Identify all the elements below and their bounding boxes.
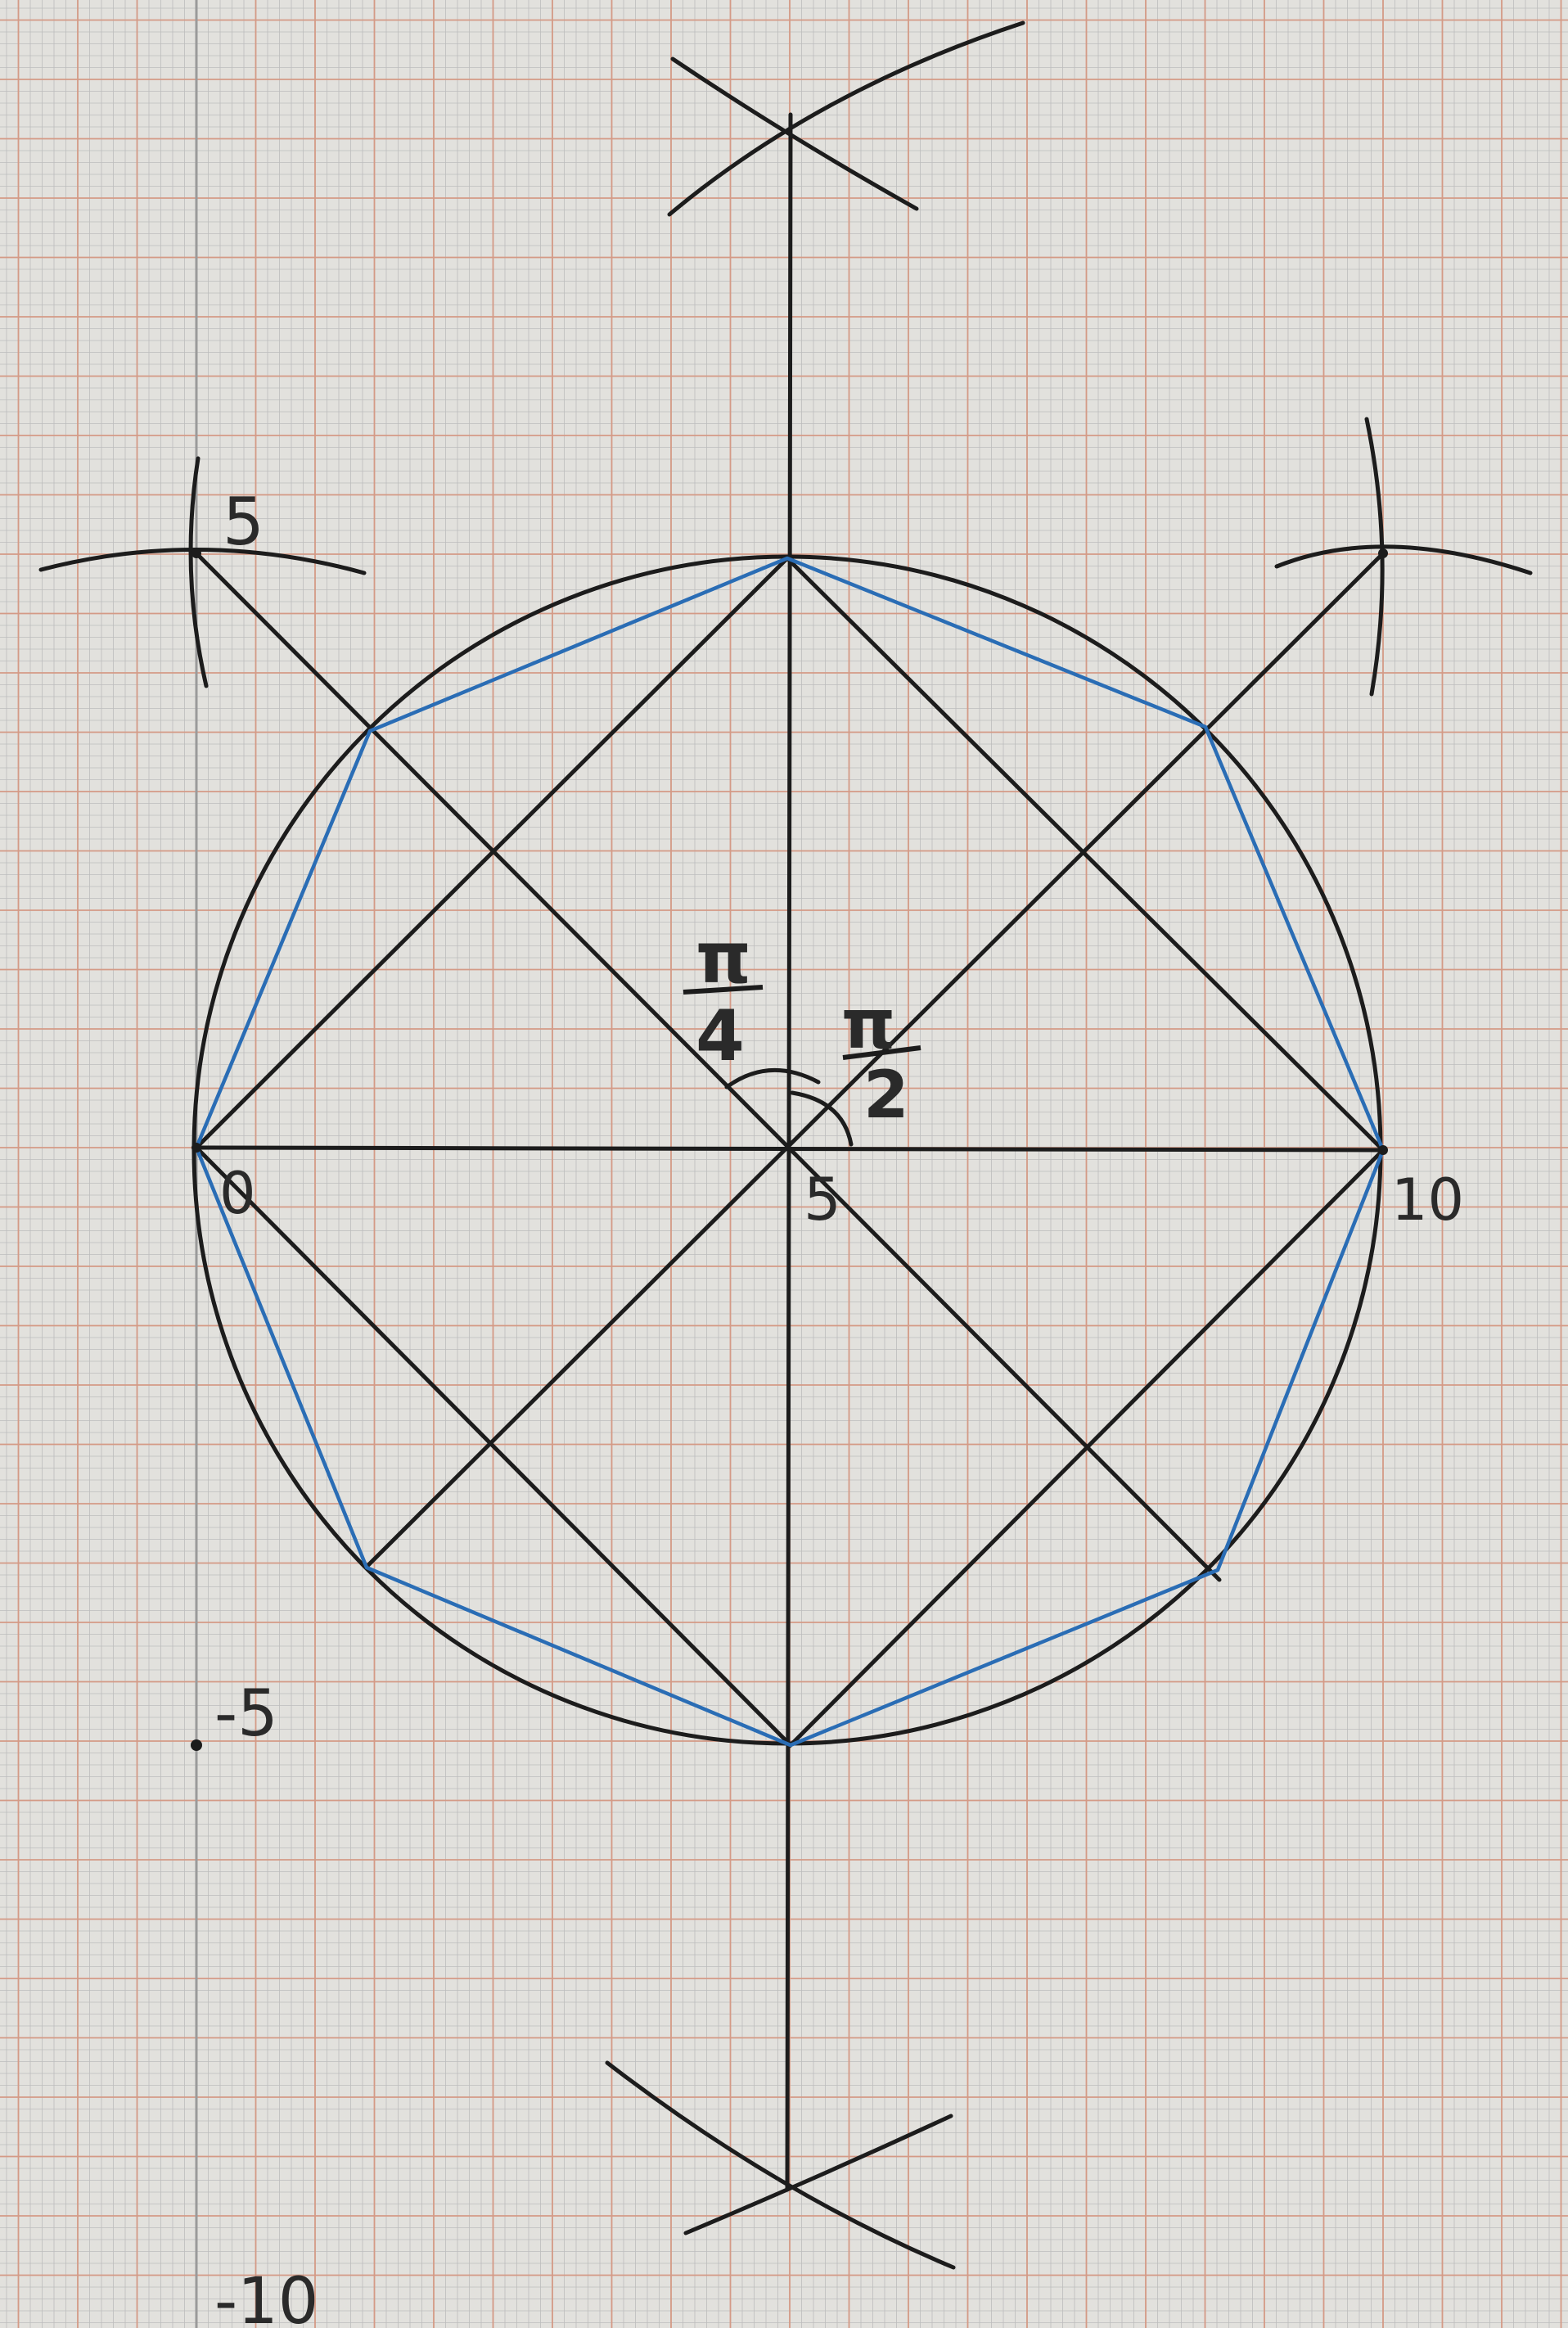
label-pi-over-four-numerator: π <box>696 918 751 999</box>
dot-minus-five <box>191 1739 202 1751</box>
label-minus-five: -5 <box>214 1677 278 1751</box>
label-pi-over-two-denominator: 2 <box>863 1057 909 1133</box>
vertex-dots <box>191 548 1388 1751</box>
dot-top-right <box>1378 548 1388 558</box>
top-arc-right <box>667 20 1025 217</box>
top-left-arc-horizontal <box>38 547 367 575</box>
top-right-arc-horizontal <box>1274 544 1533 575</box>
bottom-arc-right <box>683 2114 953 2236</box>
diagonal-bisector-falling <box>194 551 1222 1582</box>
label-top-left-five: 5 <box>223 484 264 560</box>
label-minus-ten: -10 <box>214 2265 318 2328</box>
pi-over-two-fraction-bar <box>842 1045 921 1060</box>
pi-over-two-angle-arc <box>790 1090 854 1147</box>
pi-over-four-fraction-bar <box>683 985 764 995</box>
top-arc-left <box>670 56 919 211</box>
dot-left-zero <box>191 1143 201 1153</box>
label-center-five: 5 <box>804 1165 841 1234</box>
bottom-arc-left <box>605 2060 956 2270</box>
label-right-ten: 10 <box>1391 1166 1464 1234</box>
vertical-bisector <box>785 112 793 2192</box>
diagonal-bisector-rising <box>366 551 1386 1568</box>
label-left-zero: 0 <box>219 1160 256 1227</box>
dot-right-ten <box>1378 1145 1388 1155</box>
top-left-arc-vertical <box>188 456 209 688</box>
label-pi-over-four-denominator: 4 <box>696 995 745 1077</box>
pi-over-four-angle-arc <box>724 1067 821 1090</box>
dot-top-left <box>191 548 201 558</box>
